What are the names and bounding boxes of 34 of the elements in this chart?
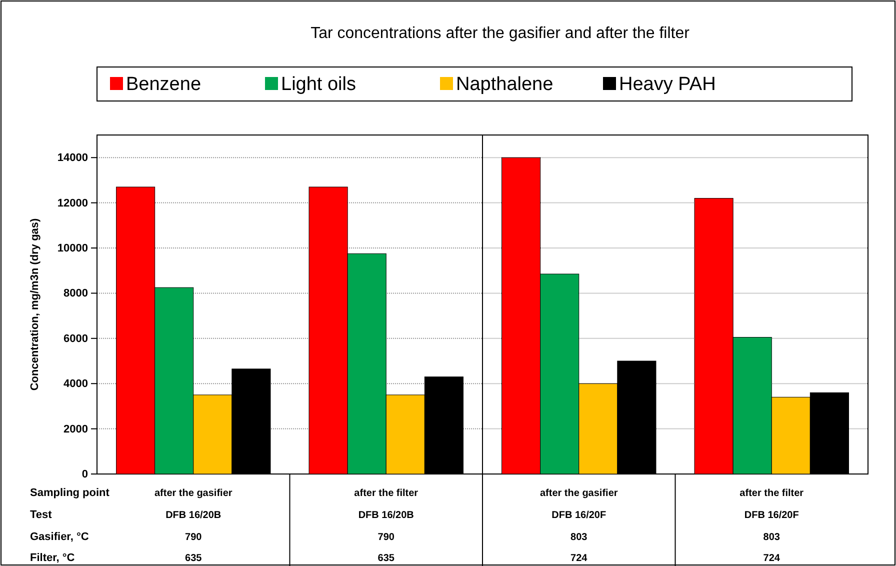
x-tick-label: after the filter	[354, 488, 418, 499]
chart-title: Tar concentrations after the gasifier and after the filter	[310, 25, 690, 42]
text: Filter, °C	[30, 552, 75, 564]
text: 635	[378, 553, 395, 564]
y-tick-label: 0	[82, 468, 88, 481]
y-tick-label: 2000	[64, 423, 88, 436]
text: 790	[185, 532, 202, 543]
y-tick-label: 4000	[64, 378, 88, 390]
legend-label: Heavy PAH	[619, 74, 716, 95]
text: 635	[185, 553, 202, 564]
legend-label: Napthalene	[456, 74, 554, 95]
x-tick-label: after the filter	[740, 488, 804, 499]
text: 724	[763, 553, 780, 564]
text: DFB 16/20F	[744, 510, 799, 521]
text: 803	[763, 532, 780, 543]
x-tick-label: after the gasifier	[154, 488, 232, 499]
text: DFB 16/20B	[166, 510, 222, 521]
y-tick-label: 6000	[64, 332, 88, 345]
x-tick-label: after the gasifier	[540, 488, 618, 499]
legend-label: Light oils	[281, 74, 356, 95]
text: 724	[570, 553, 588, 564]
text: DFB 16/20F	[552, 510, 606, 521]
text: Test	[30, 509, 52, 521]
y-tick-label: 12000	[57, 197, 88, 210]
y-tick-label: 14000	[57, 152, 88, 164]
legend-label: Benzene	[126, 74, 202, 95]
y-axis-title: Concentration, mg/m3n (dry gas)	[29, 218, 41, 391]
text: Sampling point	[30, 487, 110, 499]
y-tick-label: 10000	[57, 242, 88, 255]
text: DFB 16/20B	[358, 510, 414, 521]
text: 803	[570, 532, 588, 543]
text: 790	[378, 532, 395, 543]
y-tick-label: 8000	[64, 288, 88, 300]
text: Gasifier, °C	[30, 531, 89, 543]
